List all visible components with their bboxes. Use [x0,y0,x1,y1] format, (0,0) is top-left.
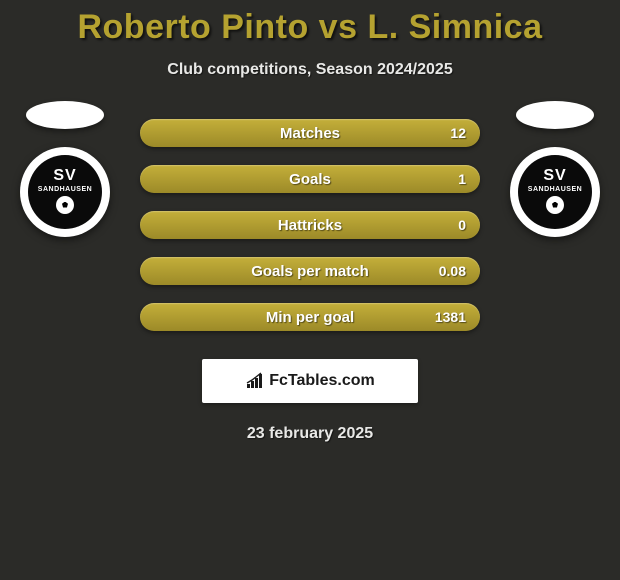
page-title: Roberto Pinto vs L. Simnica [0,0,620,47]
stat-label: Goals per match [251,263,369,280]
stat-right-value: 12 [450,125,466,141]
stat-right-value: 0.08 [439,263,466,279]
attribution-text: FcTables.com [269,372,375,390]
subtitle: Club competitions, Season 2024/2025 [0,61,620,79]
stat-label: Matches [280,125,340,142]
chart-icon [245,372,265,390]
stat-row-hattricks: Hattricks 0 [140,211,480,239]
date-label: 23 february 2025 [0,425,620,443]
stat-row-goals-per-match: Goals per match 0.08 [140,257,480,285]
player-left-avatar-placeholder [26,101,104,129]
club-badge-text-arc: SANDHAUSEN [528,186,582,193]
club-badge-left: SV SANDHAUSEN [20,147,110,237]
club-badge-right: SV SANDHAUSEN [510,147,600,237]
stat-label: Min per goal [266,309,354,326]
club-badge-text-top: SV [543,167,566,185]
stat-row-min-per-goal: Min per goal 1381 [140,303,480,331]
club-badge-text-arc: SANDHAUSEN [38,186,92,193]
player-right-avatar-placeholder [516,101,594,129]
player-left-column: SV SANDHAUSEN [20,101,110,237]
stat-right-value: 0 [458,217,466,233]
stat-label: Hattricks [278,217,342,234]
stat-right-value: 1381 [435,309,466,325]
stat-row-matches: Matches 12 [140,119,480,147]
stat-row-goals: Goals 1 [140,165,480,193]
club-badge-ball-icon [546,196,564,214]
club-badge-ball-icon [56,196,74,214]
stats-list: Matches 12 Goals 1 Hattricks 0 Goals per… [140,119,480,331]
attribution-box: FcTables.com [202,359,418,403]
stat-right-value: 1 [458,171,466,187]
player-right-column: SV SANDHAUSEN [510,101,600,237]
stat-label: Goals [289,171,331,188]
comparison-section: SV SANDHAUSEN SV SANDHAUSEN Matches 12 G… [0,119,620,443]
club-badge-text-top: SV [53,167,76,185]
